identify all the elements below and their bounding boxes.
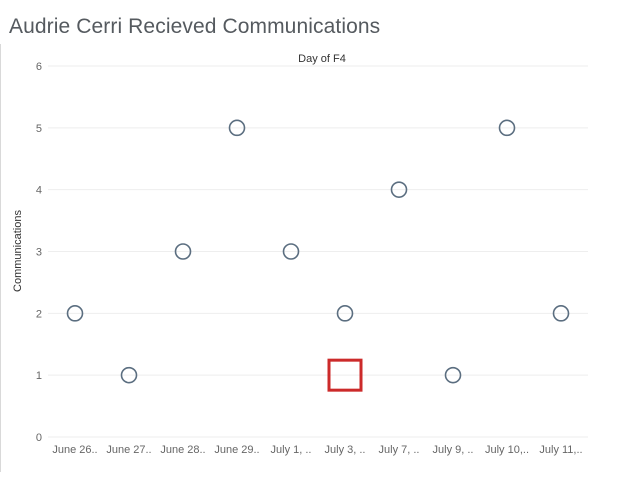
highlight-square-marker[interactable]	[327, 358, 363, 392]
x-tick-label: July 9, ..	[433, 444, 474, 456]
data-point[interactable]	[66, 305, 84, 322]
y-axis-ticks: 0 1 2 3 4 5 6	[36, 61, 42, 444]
data-point[interactable]	[120, 366, 138, 384]
x-axis-ticks: June 26.. June 27.. June 28.. June 29.. July…	[52, 444, 582, 456]
x-tick-label: July 10,..	[485, 444, 529, 456]
y-tick-label: 1	[36, 370, 42, 382]
y-tick-label: 4	[36, 185, 42, 197]
x-tick-label: June 29..	[214, 444, 259, 456]
data-point[interactable]	[228, 119, 246, 137]
x-tick-label: June 28..	[160, 444, 205, 456]
data-point[interactable]	[336, 305, 354, 322]
x-tick-label: June 26..	[52, 444, 97, 456]
data-point[interactable]	[552, 305, 570, 322]
y-tick-label: 6	[36, 61, 42, 73]
data-points	[66, 119, 570, 384]
y-tick-label: 0	[36, 432, 42, 444]
x-tick-label: July 7, ..	[379, 444, 420, 456]
y-tick-label: 2	[36, 308, 42, 320]
data-point[interactable]	[498, 119, 516, 137]
x-tick-label: July 1, ..	[271, 444, 312, 456]
column-header: Day of F4	[298, 53, 346, 65]
data-point[interactable]	[444, 366, 462, 384]
x-tick-label: June 27..	[106, 444, 151, 456]
y-axis-label: Communications	[12, 210, 24, 292]
chart-title: Audrie Cerri Recieved Communications	[9, 15, 381, 38]
left-divider	[0, 44, 1, 472]
data-point[interactable]	[174, 243, 192, 260]
x-tick-label: July 3, ..	[325, 444, 366, 456]
data-point[interactable]	[282, 243, 300, 260]
highlight-layer	[327, 358, 363, 392]
data-point[interactable]	[390, 181, 408, 198]
y-tick-label: 3	[36, 247, 42, 259]
y-tick-label: 5	[36, 123, 42, 135]
x-tick-label: July 11,..	[539, 444, 582, 456]
gridlines	[48, 65, 588, 438]
